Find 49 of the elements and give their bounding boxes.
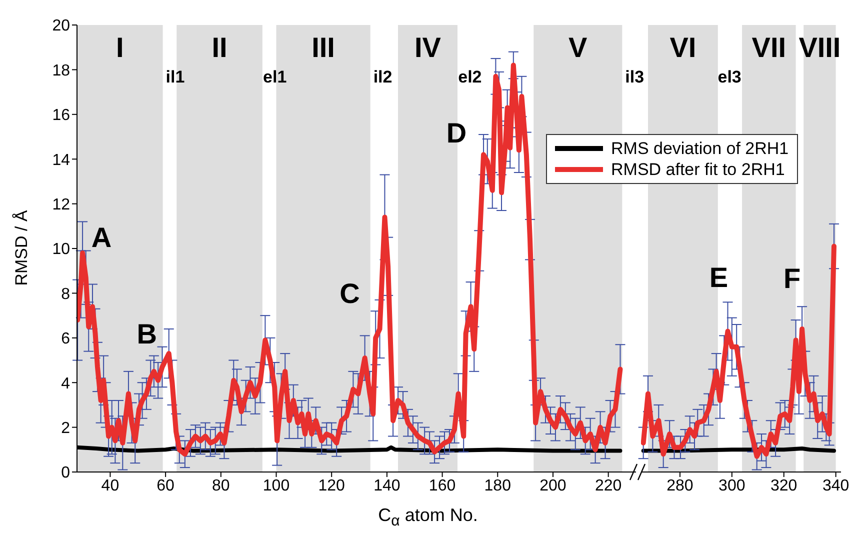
x-tick-label: 140 — [374, 477, 400, 494]
x-axis-title: C$_{α}$ atom No. — [378, 505, 478, 530]
annotation: el3 — [718, 67, 742, 86]
band-label: I — [116, 32, 124, 63]
x-tick-label: 220 — [594, 477, 622, 494]
annotation: il3 — [625, 67, 644, 86]
y-tick-label: 20 — [52, 18, 70, 35]
y-axis-title: RMSD / Å — [12, 210, 32, 286]
band-label: III — [312, 32, 335, 63]
y-tick-label: 6 — [61, 330, 70, 348]
y-tick-label: 12 — [52, 196, 70, 214]
x-tick-label: 320 — [770, 477, 798, 494]
annotation: F — [783, 262, 801, 294]
x-tick-label: 120 — [318, 477, 346, 494]
y-tick-label: 8 — [61, 286, 70, 303]
annotation: il1 — [166, 67, 185, 86]
x-tick-label: 340 — [822, 477, 850, 494]
annotation: B — [136, 318, 157, 350]
x-tick-label: 100 — [262, 477, 290, 494]
band-label: V — [568, 32, 588, 63]
y-tick-label: 4 — [61, 375, 70, 392]
annotation: il2 — [373, 67, 392, 86]
legend-label: RMS deviation of 2RH1 — [611, 138, 789, 159]
annotation: el1 — [263, 67, 287, 86]
x-tick-label: 200 — [540, 477, 566, 494]
x-tick-label: 80 — [212, 477, 230, 494]
y-tick-label: 14 — [52, 152, 70, 169]
x-tick-label: 280 — [666, 477, 694, 494]
band-label: VII — [752, 32, 786, 63]
annotation: C — [340, 278, 360, 309]
y-tick-label: 0 — [61, 464, 70, 482]
y-tick-label: 2 — [61, 420, 70, 437]
x-tick-label: 40 — [101, 477, 120, 494]
x-tick-label: 180 — [484, 477, 512, 494]
legend-label: RMSD after fit to 2RH1 — [611, 159, 785, 180]
annotation: A — [91, 222, 112, 253]
y-tick-label: 10 — [52, 241, 70, 258]
band-label: II — [212, 32, 228, 63]
y-tick-label: 18 — [52, 62, 70, 80]
band-label: VI — [670, 32, 696, 63]
annotation: E — [709, 262, 728, 294]
x-tick-label: 160 — [428, 477, 456, 494]
x-tick-label: 60 — [156, 477, 175, 494]
band-label: VIII — [798, 32, 841, 63]
annotation: D — [446, 118, 467, 149]
annotation: el2 — [458, 67, 482, 86]
x-tick-label: 300 — [718, 477, 746, 494]
band-label: IV — [414, 32, 442, 63]
y-tick-label: 16 — [52, 107, 70, 124]
